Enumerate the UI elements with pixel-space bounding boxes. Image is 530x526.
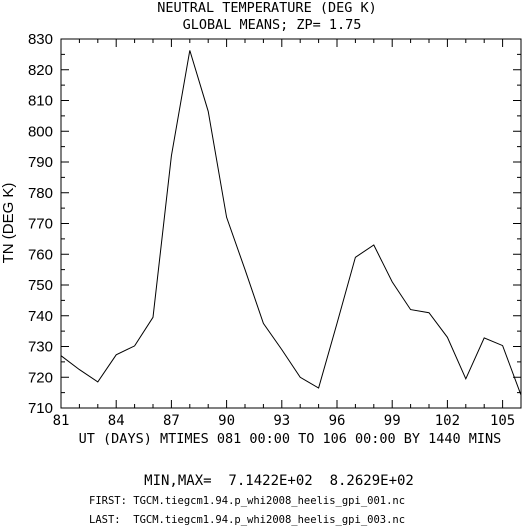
x-tick-label: 99: [384, 413, 401, 429]
y-tick-label: 710: [28, 400, 53, 417]
y-axis: 710 720 730 740 750 760 770 780 790 800 810 820 830: [28, 31, 521, 417]
last-file-text: LAST: TGCM.tiegcm1.94.p_whi2008_heelis_g…: [89, 514, 405, 526]
y-tick-label: 820: [28, 62, 53, 79]
first-file-text: FIRST: TGCM.tiegcm1.94.p_whi2008_heelis_…: [89, 495, 405, 507]
series-group: [60, 50, 522, 396]
x-tick-label: 102: [435, 413, 460, 429]
y-tick-label: 800: [28, 123, 53, 140]
y-tick-label: 770: [28, 216, 53, 233]
y-tick-label: 730: [28, 339, 53, 356]
y-tick-label: 790: [28, 154, 53, 171]
min-max-text: MIN,MAX= 7.1422E+02 8.2629E+02: [144, 473, 414, 489]
y-tick-label: 740: [28, 308, 53, 325]
y-tick-label: 760: [28, 246, 53, 263]
chart-subtitle: GLOBAL MEANS; ZP= 1.75: [183, 17, 362, 33]
x-tick-label: 87: [163, 413, 180, 429]
chart-title: NEUTRAL TEMPERATURE (DEG K): [157, 0, 376, 16]
y-tick-label: 750: [28, 277, 53, 294]
y-tick-label: 780: [28, 185, 53, 202]
x-tick-label: 105: [490, 413, 515, 429]
x-axis: 81 84 87 90 93 96 99 102 105: [53, 39, 522, 429]
y-axis-label: TN (DEG K): [0, 183, 17, 264]
plot-frame: [60, 38, 522, 409]
y-tick-label: 830: [28, 31, 53, 48]
y-tick-label: 810: [28, 93, 53, 110]
x-axis-label: UT (DAYS) MTIMES 081 00:00 TO 106 00:00 …: [79, 431, 502, 447]
x-tick-label: 96: [329, 413, 346, 429]
y-tick-label: 720: [28, 369, 53, 386]
x-tick-label: 81: [53, 413, 70, 429]
x-tick-label: 93: [273, 413, 290, 429]
x-tick-label: 84: [108, 413, 125, 429]
series-line: [60, 50, 522, 396]
x-tick-label: 90: [218, 413, 235, 429]
